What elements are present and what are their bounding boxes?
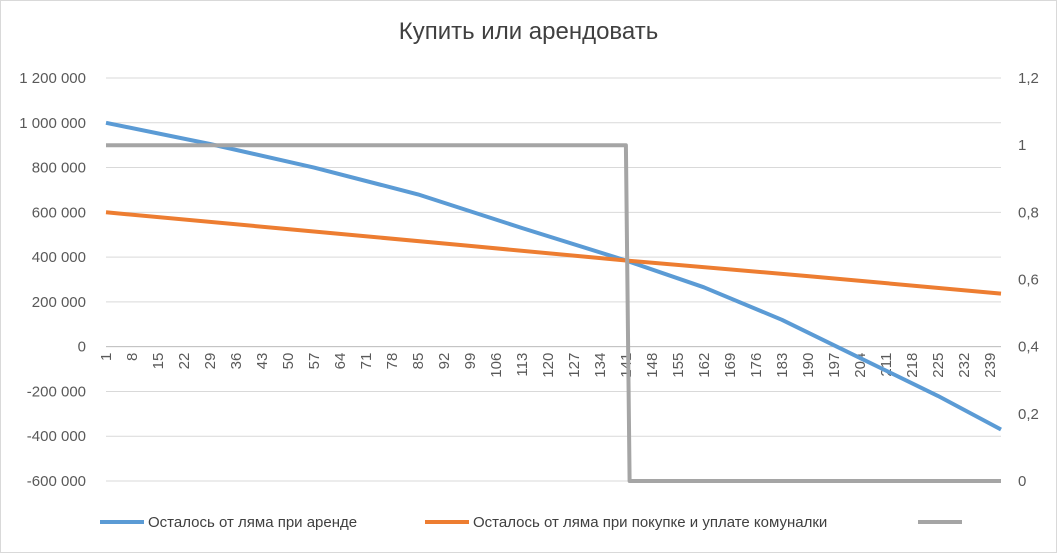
x-tick-label: 148 [644, 353, 661, 378]
x-tick-label: 85 [410, 353, 427, 370]
legend-item-buy: Осталось от ляма при покупке и уплате ко… [425, 510, 827, 534]
y-left-tick-label: 1 200 000 [19, 70, 86, 87]
chart-title: Купить или арендовать [398, 18, 659, 45]
y-left-tick-label: 600 000 [32, 204, 86, 221]
x-tick-label: 239 [982, 353, 999, 378]
y-left-tick-label: 800 000 [32, 160, 86, 177]
legend-label-rent: Осталось от ляма при аренде [148, 513, 358, 531]
y-left-tick-label: 1 000 000 [19, 115, 86, 132]
legend-label-buy: Осталось от ляма при покупке и уплате ко… [473, 513, 828, 531]
y-left-tick-label: 0 [78, 339, 86, 356]
x-tick-label: 218 [904, 353, 921, 378]
y-right-tick-label: 0 [1018, 473, 1026, 490]
x-tick-label: 197 [826, 353, 843, 378]
x-tick-label: 29 [202, 353, 219, 370]
x-tick-label: 176 [748, 353, 765, 378]
x-tick-label: 1 [98, 353, 115, 361]
y-right-tick-label: 1 [1018, 137, 1026, 154]
y-right-tick-label: 0,2 [1018, 406, 1039, 423]
x-tick-label: 162 [696, 353, 713, 378]
x-tick-label: 78 [384, 353, 401, 370]
x-tick-label: 15 [150, 353, 167, 370]
x-tick-label: 36 [228, 353, 245, 370]
y-left-tick-label: -200 000 [27, 383, 86, 400]
x-tick-label: 190 [800, 353, 817, 378]
x-tick-label: 127 [566, 353, 583, 378]
x-tick-label: 225 [930, 353, 947, 378]
x-tick-label: 64 [332, 353, 349, 370]
x-tick-label: 155 [670, 353, 687, 378]
x-tick-label: 8 [124, 353, 141, 361]
y-right-tick-label: 1,2 [1018, 70, 1039, 87]
x-tick-label: 43 [254, 353, 271, 370]
x-tick-label: 120 [540, 353, 557, 378]
y-right-tick-label: 0,6 [1018, 272, 1039, 289]
legend: Осталось от ляма при аренде Осталось от … [0, 510, 1057, 534]
y-left-tick-label: 200 000 [32, 294, 86, 311]
x-tick-label: 183 [774, 353, 791, 378]
x-tick-label: 22 [176, 353, 193, 370]
series-line-2 [105, 210, 1002, 296]
legend-item-rent: Осталось от ляма при аренде [100, 510, 357, 534]
x-tick-label: 57 [306, 353, 323, 370]
legend-swatch-rent [100, 520, 144, 524]
y-left-tick-label: -600 000 [27, 473, 86, 490]
legend-swatch-flag [918, 520, 962, 524]
x-tick-label: 50 [280, 353, 297, 370]
y-left-tick-label: 400 000 [32, 249, 86, 266]
legend-swatch-buy [425, 520, 469, 524]
x-tick-label: 71 [358, 353, 375, 370]
x-tick-label: 169 [722, 353, 739, 378]
x-tick-label: 232 [956, 353, 973, 378]
series-line-1 [105, 120, 1002, 432]
series-line-3 [106, 143, 1001, 483]
legend-item-flag [918, 510, 966, 534]
x-tick-label: 134 [592, 353, 609, 378]
y-right-tick-label: 0,8 [1018, 204, 1039, 221]
x-tick-label: 99 [462, 353, 479, 370]
y-right-tick-label: 0,4 [1018, 339, 1039, 356]
y-left-tick-label: -400 000 [27, 428, 86, 445]
x-tick-label: 92 [436, 353, 453, 370]
x-tick-label: 106 [488, 353, 505, 378]
x-tick-label: 113 [514, 353, 531, 377]
